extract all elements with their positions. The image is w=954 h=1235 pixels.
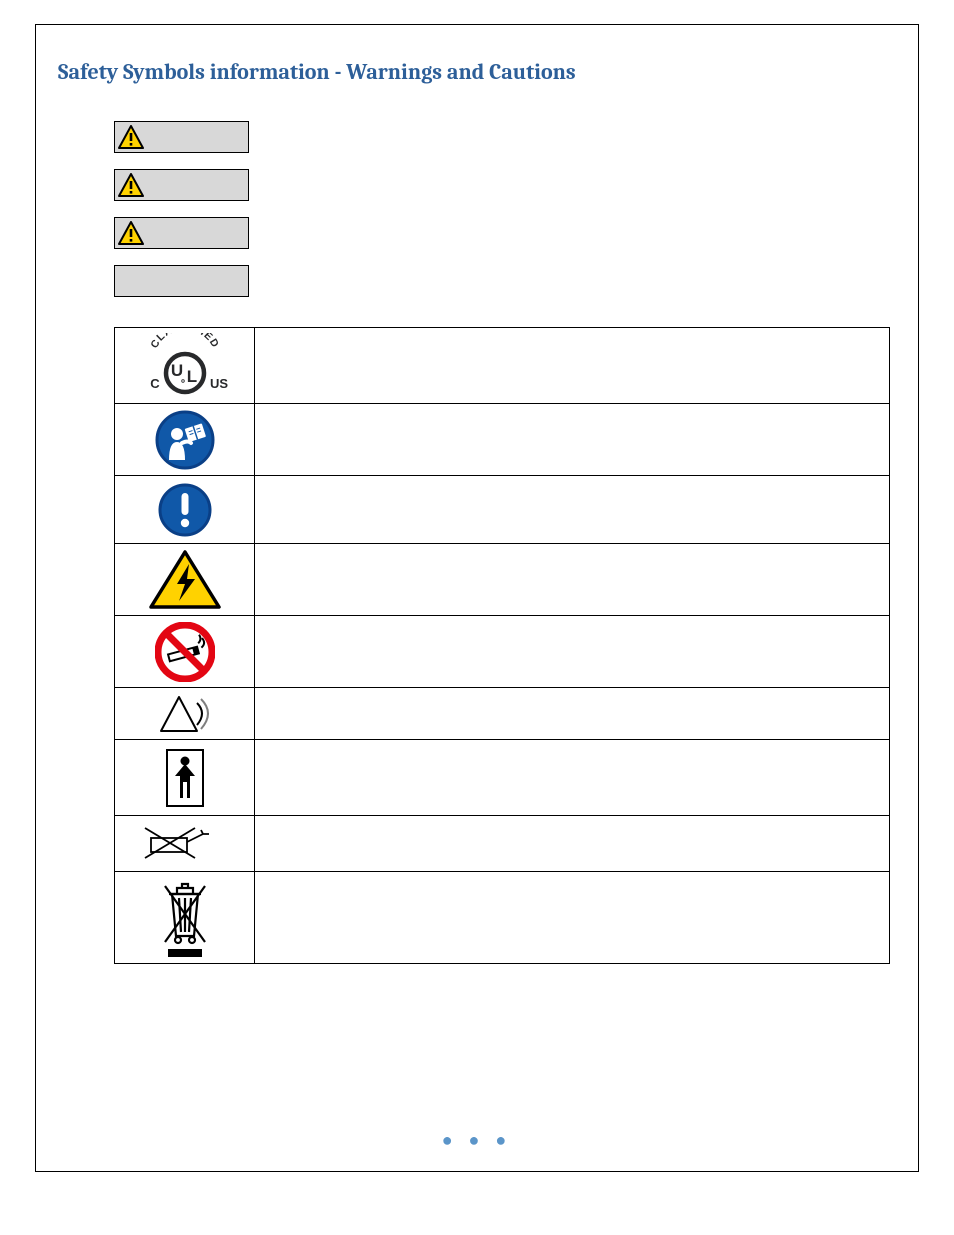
warning-box-warning — [114, 169, 249, 201]
warning-triangle-icon — [118, 221, 144, 245]
table-row — [115, 816, 890, 872]
table-row: CLASSIFIED U L C US — [115, 328, 890, 404]
electrical-hazard-icon — [115, 549, 254, 611]
description-cell — [255, 616, 890, 688]
symbols-table: CLASSIFIED U L C US — [114, 327, 890, 964]
mandatory-action-icon — [115, 483, 254, 537]
table-row — [115, 404, 890, 476]
symbol-cell: CLASSIFIED U L C US — [115, 328, 255, 404]
description-cell — [255, 544, 890, 616]
warning-box-note — [114, 265, 249, 297]
table-row — [115, 544, 890, 616]
warning-boxes-group: CLASSIFIED U L C US — [58, 121, 896, 964]
symbol-cell — [115, 688, 255, 740]
svg-text:U: U — [170, 361, 182, 380]
warning-box-danger — [114, 121, 249, 153]
description-cell — [255, 476, 890, 544]
page-frame: Safety Symbols information - Warnings an… — [35, 24, 919, 1172]
table-row — [115, 616, 890, 688]
warning-box-caution — [114, 217, 249, 249]
description-cell — [255, 328, 890, 404]
table-row — [115, 740, 890, 816]
page-title: Safety Symbols information - Warnings an… — [58, 59, 896, 85]
read-manual-icon — [115, 410, 254, 470]
description-cell — [255, 816, 890, 872]
no-pushing-icon — [115, 824, 254, 864]
symbol-cell — [115, 544, 255, 616]
description-cell — [255, 688, 890, 740]
svg-text:C: C — [150, 376, 160, 391]
symbol-cell — [115, 476, 255, 544]
table-row — [115, 476, 890, 544]
symbol-cell — [115, 740, 255, 816]
description-cell — [255, 740, 890, 816]
symbol-cell — [115, 404, 255, 476]
weee-icon — [115, 876, 254, 960]
warning-triangle-icon — [118, 125, 144, 149]
warning-triangle-icon — [118, 173, 144, 197]
svg-text:CLASSIFIED: CLASSIFIED — [148, 333, 221, 350]
ul-classified-icon: CLASSIFIED U L C US — [115, 333, 254, 399]
symbol-cell — [115, 816, 255, 872]
alarm-icon — [115, 693, 254, 735]
table-row — [115, 872, 890, 964]
svg-text:L: L — [186, 367, 196, 386]
svg-text:US: US — [209, 376, 227, 391]
no-smoking-icon — [115, 622, 254, 682]
description-cell — [255, 872, 890, 964]
footer-dots: ● ● ● — [36, 1130, 918, 1151]
symbol-cell — [115, 616, 255, 688]
table-row — [115, 688, 890, 740]
description-cell — [255, 404, 890, 476]
symbol-cell — [115, 872, 255, 964]
type-bf-icon — [115, 746, 254, 810]
